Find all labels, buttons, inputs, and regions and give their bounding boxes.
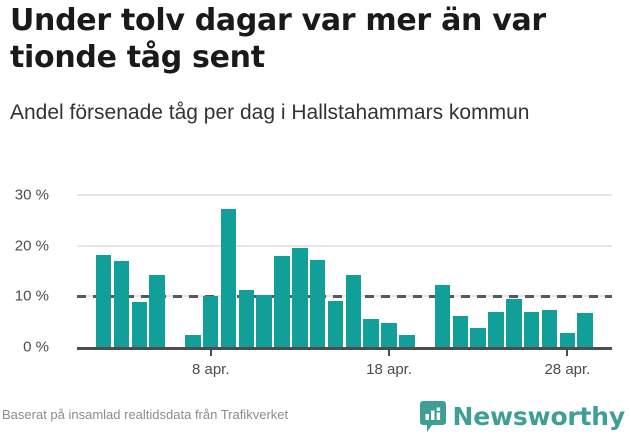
- bar[interactable]: [488, 312, 504, 347]
- bar[interactable]: [577, 312, 593, 347]
- bar[interactable]: [506, 299, 522, 347]
- bar[interactable]: [434, 284, 451, 347]
- x-axis-tick: [566, 347, 569, 356]
- bar[interactable]: [292, 247, 308, 347]
- bar[interactable]: [95, 255, 112, 347]
- x-axis-line: [77, 347, 612, 350]
- x-axis-tick-label: 18 apr.: [366, 361, 413, 378]
- y-axis-tick-label: 30 %: [14, 186, 49, 204]
- bar[interactable]: [113, 261, 130, 347]
- bar-chart-bubble-icon: [419, 401, 446, 432]
- reference-line: [77, 295, 612, 299]
- bar[interactable]: [541, 310, 558, 347]
- page-title: Under tolv dagar var mer än var tionde t…: [10, 3, 546, 75]
- chart-subtitle: Andel försenade tåg per dag i Hallstaham…: [10, 101, 530, 124]
- bar[interactable]: [381, 323, 397, 347]
- bar[interactable]: [470, 327, 486, 347]
- x-axis-tick: [209, 347, 212, 356]
- bar[interactable]: [256, 295, 272, 347]
- bar[interactable]: [523, 311, 540, 347]
- source-note: Baserat på insamlad realtidsdata från Tr…: [2, 407, 289, 422]
- chart-footer: Baserat på insamlad realtidsdata från Tr…: [0, 395, 631, 439]
- gridline: [77, 244, 612, 247]
- bar[interactable]: [345, 274, 362, 347]
- bar[interactable]: [363, 319, 379, 347]
- bar[interactable]: [149, 275, 165, 347]
- bar[interactable]: [185, 334, 201, 347]
- bar[interactable]: [131, 302, 148, 347]
- y-axis-tick-label: 10 %: [14, 287, 49, 305]
- bar[interactable]: [202, 295, 219, 347]
- gridline: [77, 194, 612, 197]
- x-axis-tick: [388, 347, 391, 356]
- bar[interactable]: [399, 335, 415, 347]
- bar[interactable]: [327, 301, 344, 347]
- bar[interactable]: [274, 255, 290, 347]
- chart-plot-wrapper: 0 % 10 % 20 % 30 % 8 apr. 18 apr. 28 apr.: [0, 175, 631, 390]
- y-axis-tick-label: 0 %: [23, 338, 49, 356]
- y-axis-tick-label: 20 %: [14, 237, 49, 255]
- bar[interactable]: [559, 333, 576, 347]
- x-axis-tick-label: 28 apr.: [544, 361, 591, 378]
- brand-logo: Newsworthy: [419, 401, 626, 432]
- bar[interactable]: [309, 259, 326, 347]
- bar-chart-plot-area: 0 % 10 % 20 % 30 % 8 apr. 18 apr. 28 apr.: [15, 185, 612, 378]
- brand-name: Newsworthy: [452, 402, 626, 431]
- bar[interactable]: [452, 315, 469, 347]
- bar[interactable]: [220, 208, 237, 347]
- bar[interactable]: [238, 289, 255, 347]
- chart-header: Under tolv dagar var mer än var tionde t…: [0, 0, 631, 126]
- x-axis-tick-label: 8 apr.: [191, 361, 230, 378]
